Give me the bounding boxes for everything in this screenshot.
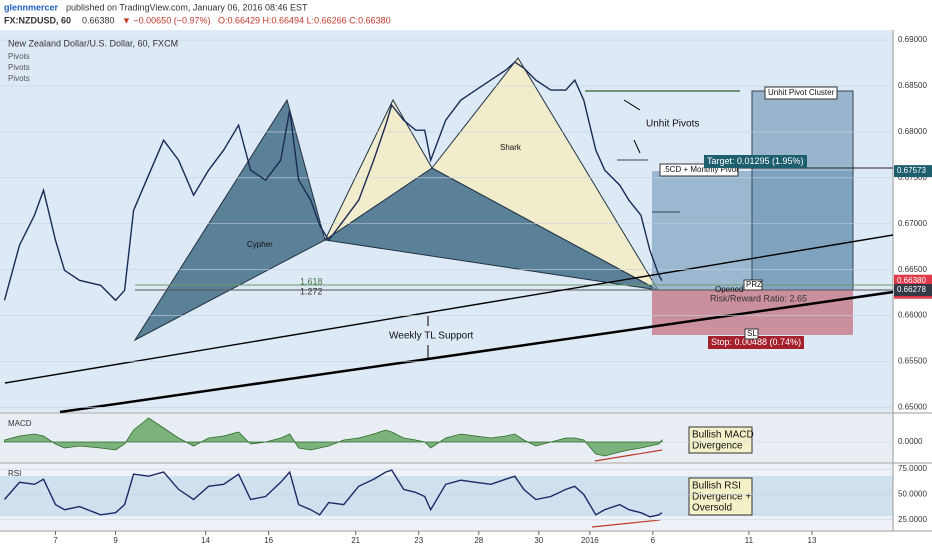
arrow [633,139,641,154]
rr-label: Risk/Reward Ratio: 2.65 [710,293,807,303]
x-tick-label: 28 [474,536,483,545]
prz-box [743,279,763,291]
x-tick-label: 30 [534,536,543,545]
annotation: Unhit Pivots [646,119,699,130]
x-tick-label: 23 [414,536,423,545]
x-tick-label: 9 [113,536,118,545]
target-box [704,155,807,168]
annotation: .5CD + Monthly Pivot [663,165,739,174]
change: ▼ −0.00650 (−0.97%) [122,15,210,25]
y-tick-label: 0.65000 [898,403,927,412]
x-tick-label: 21 [351,536,360,545]
series-area [4,417,663,457]
y-tick-label: 0.68000 [898,127,927,136]
x-tick-label: 7 [53,536,58,545]
study-label: Pivots [8,52,30,61]
y-tick-label: 0.67500 [898,173,927,182]
published: published on TradingView.com, January 06… [66,2,308,12]
price-marker [894,274,932,287]
study-label: Pivots [8,63,30,72]
panel-title: RSI [8,469,21,478]
note: Bullish RSI [692,481,741,492]
y-tick-label: 0.68500 [898,81,927,90]
last-price: 0.66380 [82,15,115,25]
x-tick-label: 2016 [581,536,599,545]
x-tick-label: 13 [808,536,817,545]
pattern-label: Shark [500,143,522,152]
trend-line [4,234,894,384]
annotation-box [764,86,838,100]
y-tick-label: 0.65500 [898,357,927,366]
note-box [688,477,753,516]
y-tick-label: 0.66000 [898,311,927,320]
x-tick-label: 14 [201,536,210,545]
panel-title: MACD [8,419,32,428]
panel-title: New Zealand Dollar/U.S. Dollar, 60, FXCM [8,38,178,48]
y-tick-label: 50.0000 [898,490,927,499]
x-tick-label: 11 [745,536,754,545]
y-tick-label: 25.0000 [898,515,927,524]
fib-label: 1.272 [300,286,323,296]
fib-label: 1.618 [300,276,323,286]
study-label: Pivots [8,74,30,83]
shark-leg [431,57,660,292]
note-box [688,426,753,454]
shark-leg [323,98,433,242]
note: Bullish MACD [692,430,754,441]
note: Oversold [692,503,732,514]
prz-label: PRZ [746,280,762,289]
price-marker [894,165,932,178]
series-line [3,61,663,302]
stop-box [708,336,804,349]
target-label: Target: 0.01295 (1.95%) [707,156,804,166]
pattern-label: Cypher [247,240,273,249]
annotation: Unhit Pivot Cluster [768,88,835,97]
price-marker-label: 0.66380 [897,276,926,285]
price-marker-label: 0.67573 [897,166,926,175]
arrow [623,99,641,111]
divergence-line [591,519,661,528]
stop-label: Stop: 0.00488 (0.74%) [711,337,801,347]
ohlc: O:0.66429 H:0.66494 L:0.66266 C:0.66380 [218,15,391,25]
y-tick-label: 0.0000 [898,437,923,446]
divergence-line [594,449,663,462]
note: Divergence + [692,492,751,503]
price-marker [894,284,932,297]
note: Divergence [692,441,743,452]
series-line [3,469,663,518]
y-tick-label: 0.69000 [898,35,927,44]
y-tick-label: 75.0000 [898,464,927,473]
price-marker-label: 0.66278 [897,285,926,294]
y-tick-label: 0.66500 [898,265,927,274]
author: glennmercer [4,2,59,12]
pivot-cluster [751,90,854,291]
opened-label: Opened [715,285,743,294]
annotation: Weekly TL Support [389,331,474,342]
sl-label: SL [747,329,757,338]
trend-line [59,290,894,414]
x-tick-label: 16 [264,536,273,545]
sl-box [744,328,759,340]
symbol: FX:NZDUSD, 60 [4,15,71,25]
rsi-band [0,476,893,516]
x-tick-label: 6 [651,536,656,545]
y-tick-label: 0.67000 [898,219,927,228]
